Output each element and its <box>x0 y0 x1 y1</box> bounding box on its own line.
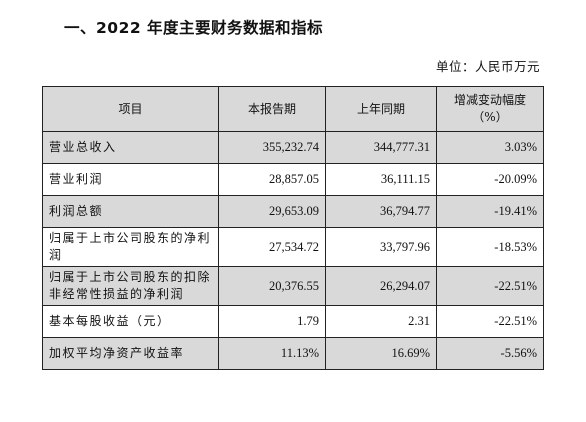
table-row: 营业总收入 355,232.74 344,777.31 3.03% <box>42 131 544 164</box>
row-change: -20.09% <box>436 163 544 196</box>
row-item: 基本每股收益（元） <box>42 305 219 338</box>
row-item: 利润总额 <box>42 195 219 228</box>
row-item: 归属于上市公司股东的净利润 <box>42 227 219 267</box>
row-item: 营业总收入 <box>42 131 219 164</box>
table-row: 营业利润 28,857.05 36,111.15 -20.09% <box>42 163 544 196</box>
header-current-period: 本报告期 <box>218 86 326 132</box>
row-change: -22.51% <box>436 305 544 338</box>
table-header-row: 项目 本报告期 上年同期 增减变动幅度（%） <box>42 86 544 132</box>
row-prior: 33,797.96 <box>325 227 437 267</box>
row-current: 11.13% <box>218 337 326 370</box>
row-item: 营业利润 <box>42 163 219 196</box>
row-item: 归属于上市公司股东的扣除非经常性损益的净利润 <box>42 266 219 306</box>
table-row: 加权平均净资产收益率 11.13% 16.69% -5.56% <box>42 337 544 370</box>
row-prior: 36,794.77 <box>325 195 437 228</box>
row-current: 29,653.09 <box>218 195 326 228</box>
row-item: 加权平均净资产收益率 <box>42 337 219 370</box>
row-change: 3.03% <box>436 131 544 164</box>
table-row: 利润总额 29,653.09 36,794.77 -19.41% <box>42 195 544 228</box>
row-change: -5.56% <box>436 337 544 370</box>
row-prior: 36,111.15 <box>325 163 437 196</box>
row-prior: 2.31 <box>325 305 437 338</box>
row-current: 355,232.74 <box>218 131 326 164</box>
unit-label: 单位：人民币万元 <box>435 59 540 74</box>
header-prior-period: 上年同期 <box>325 86 437 132</box>
row-change: -19.41% <box>436 195 544 228</box>
row-current: 28,857.05 <box>218 163 326 196</box>
header-change: 增减变动幅度（%） <box>436 86 544 132</box>
header-item: 项目 <box>42 86 219 132</box>
table-row: 归属于上市公司股东的净利润 27,534.72 33,797.96 -18.53… <box>42 227 544 267</box>
financial-data-table: 项目 本报告期 上年同期 增减变动幅度（%） 营业总收入 355,232.74 … <box>42 86 544 370</box>
table-row: 归属于上市公司股东的扣除非经常性损益的净利润 20,376.55 26,294.… <box>42 266 544 306</box>
row-change: -22.51% <box>436 266 544 306</box>
section-title: 一、2022 年度主要财务数据和指标 <box>64 19 324 37</box>
row-change: -18.53% <box>436 227 544 267</box>
table-row: 基本每股收益（元） 1.79 2.31 -22.51% <box>42 305 544 338</box>
row-prior: 26,294.07 <box>325 266 437 306</box>
row-current: 1.79 <box>218 305 326 338</box>
row-current: 27,534.72 <box>218 227 326 267</box>
row-current: 20,376.55 <box>218 266 326 306</box>
row-prior: 16.69% <box>325 337 437 370</box>
row-prior: 344,777.31 <box>325 131 437 164</box>
